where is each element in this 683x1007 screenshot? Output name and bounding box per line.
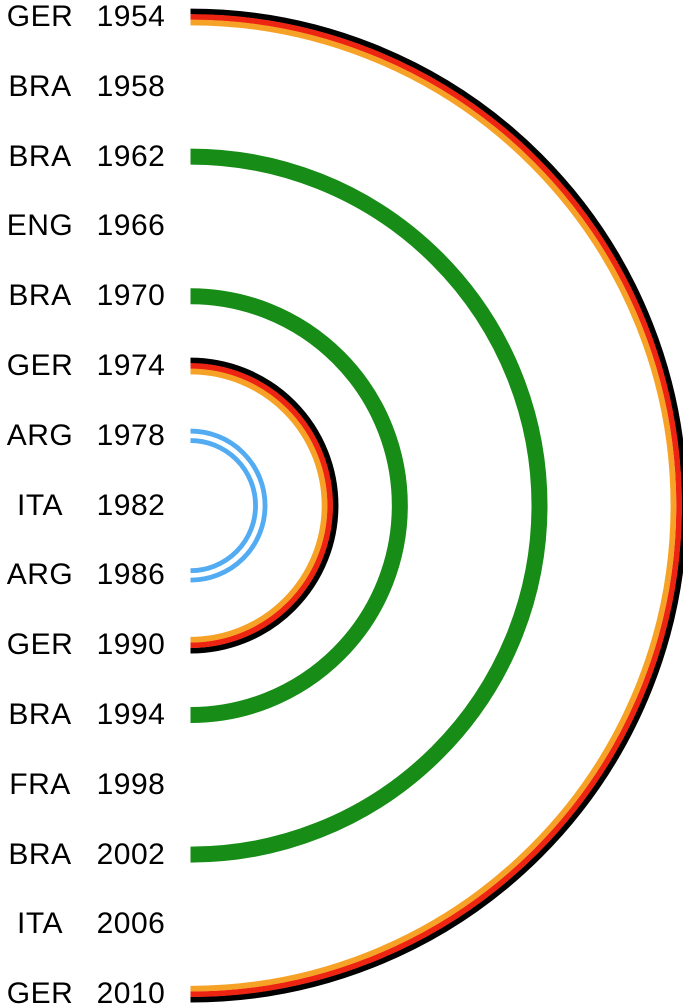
year-label: 1994 [96, 698, 166, 731]
row-bra-1962: BRA 1962 [0, 139, 186, 175]
country-code: GER [6, 628, 74, 662]
year-label: 1954 [96, 0, 166, 33]
year-label: 1970 [96, 279, 166, 313]
arc-ger-1954-2010-ger_gold [190, 19, 677, 992]
country-code: ARG [6, 418, 74, 452]
arc-ger-1974-1990-ger_red [190, 363, 333, 649]
row-eng-1966: ENG 1966 [0, 208, 186, 244]
row-ger-1954: GER 1954 [0, 0, 186, 35]
year-label: 1958 [96, 69, 166, 103]
row-bra-1958: BRA 1958 [0, 69, 186, 105]
country-code: BRA [8, 279, 72, 313]
country-code: ARG [6, 558, 74, 592]
year-label: 1982 [96, 488, 166, 522]
arc-arg-1978-1986-arg_blue [190, 428, 268, 583]
arc-bra-1962-2002-bra_green [190, 148, 548, 863]
row-ger-1974: GER 1974 [0, 348, 186, 384]
year-label: 1986 [96, 558, 166, 592]
row-bra-1994: BRA 1994 [0, 697, 186, 733]
year-label: 1998 [96, 767, 166, 801]
arc-ger-1974-1990-ger_gold [190, 368, 328, 643]
country-code: FRA [9, 767, 71, 801]
country-code: BRA [8, 837, 72, 871]
country-code: GER [6, 0, 74, 33]
arc-arg-1978-1986-arg_blue [190, 438, 258, 574]
row-arg-1978: ARG 1978 [0, 418, 186, 454]
row-ger-1990: GER 1990 [0, 627, 186, 663]
country-code: GER [6, 349, 74, 382]
year-label: 2010 [96, 977, 166, 1007]
year-label: 2002 [96, 837, 166, 871]
row-bra-2002: BRA 2002 [0, 837, 186, 873]
year-label: 1962 [96, 139, 166, 173]
arc-ger-1974-1990-ger_black [190, 357, 339, 654]
country-code: BRA [8, 139, 72, 173]
country-code: GER [6, 977, 74, 1007]
row-bra-1970: BRA 1970 [0, 278, 186, 314]
country-code: ITA [17, 907, 63, 941]
row-ger-2010: GER 2010 [0, 976, 186, 1007]
year-label: 1978 [96, 418, 166, 452]
year-label: 1990 [96, 628, 166, 662]
year-label: 1966 [96, 209, 166, 243]
year-label: 1974 [96, 349, 166, 382]
country-code: BRA [8, 698, 72, 731]
arc-ger-1954-2010-ger_black [190, 8, 683, 1003]
row-ita-2006: ITA 2006 [0, 906, 186, 942]
row-ita-1982: ITA 1982 [0, 488, 186, 524]
row-fra-1998: FRA 1998 [0, 767, 186, 803]
country-code: BRA [8, 69, 72, 103]
country-code: ITA [17, 488, 63, 522]
country-code: ENG [6, 209, 74, 243]
arc-ger-1954-2010-ger_red [190, 14, 682, 998]
year-label: 2006 [96, 907, 166, 941]
row-arg-1986: ARG 1986 [0, 557, 186, 593]
arc-bra-1970-1994-bra_green [190, 288, 408, 723]
